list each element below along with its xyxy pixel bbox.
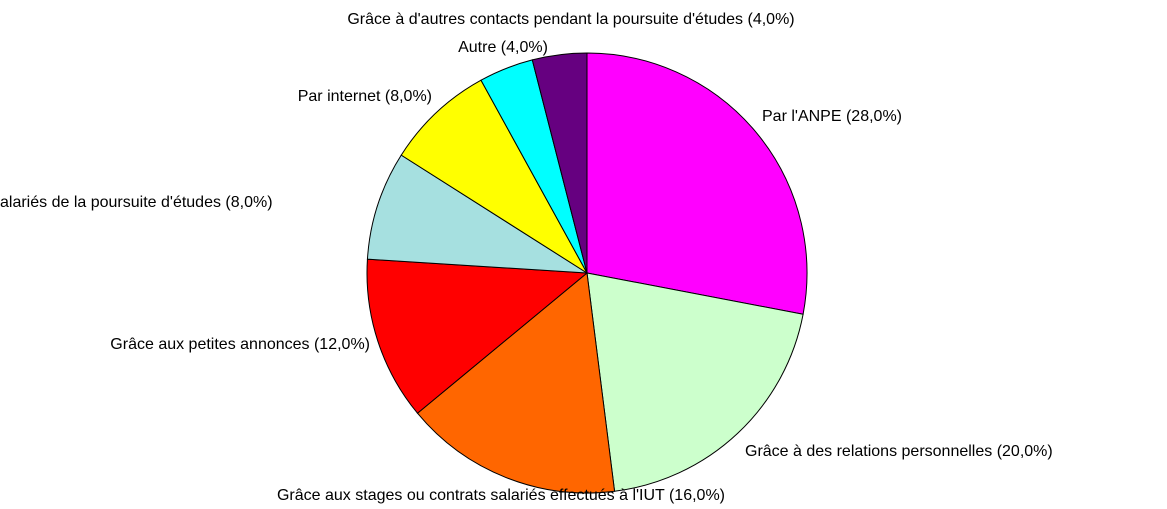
pie-slice xyxy=(366,258,589,414)
pie-slice xyxy=(586,272,804,492)
slice-label: Par internet (8,0%) xyxy=(298,88,432,105)
pie-slice xyxy=(586,52,808,315)
slice-label: Grâce aux stages ou contrats salariés ef… xyxy=(277,487,725,504)
slice-label: Par l'ANPE (28,0%) xyxy=(762,108,902,125)
slice-label: Grâce aux petites annonces (12,0%) xyxy=(110,336,370,353)
pie-slice xyxy=(366,154,588,274)
slice-label: Autre (4,0%) xyxy=(458,39,548,56)
pie-slice xyxy=(400,79,588,274)
pie-slice xyxy=(531,52,588,274)
slice-label: Grâce à des relations personnelles (20,0… xyxy=(745,443,1053,460)
slice-label: Grâce à d'autres contacts pendant la pou… xyxy=(347,11,794,28)
pie-slice xyxy=(416,272,616,494)
slice-label: alariés de la poursuite d'études (8,0%) xyxy=(0,194,273,211)
